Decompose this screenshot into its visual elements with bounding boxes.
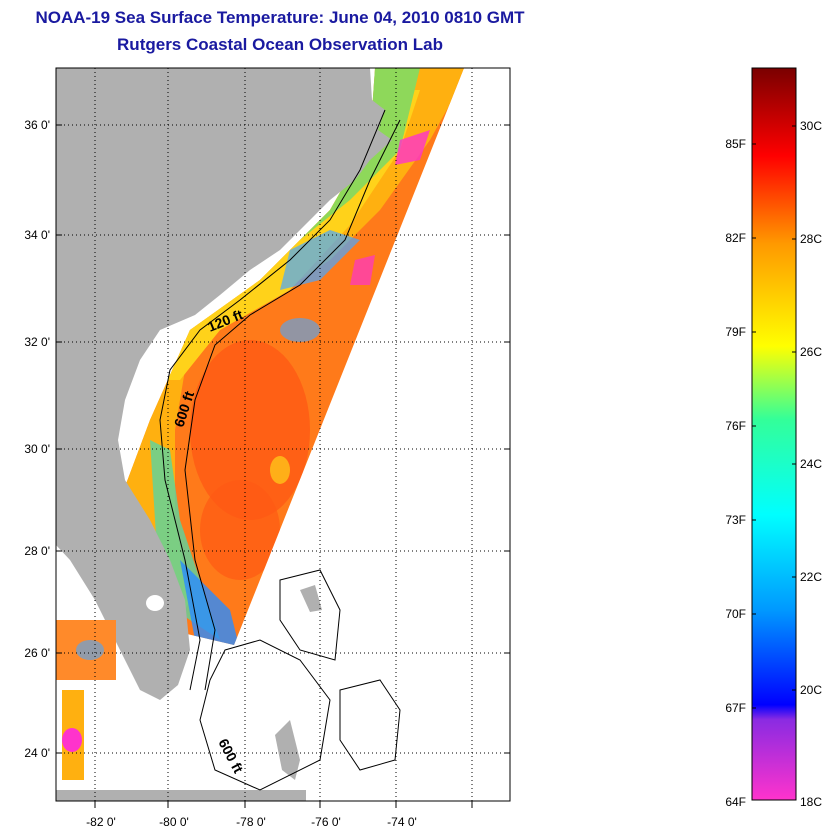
map-area	[56, 68, 510, 801]
land-cuba	[56, 790, 306, 801]
colorbar-f-79: 79F	[725, 325, 746, 339]
lat-label-30: 30 0'	[24, 442, 50, 456]
lat-label-24: 24 0'	[24, 746, 50, 760]
lon-label-80: -80 0'	[159, 815, 189, 829]
map-subtitle: Rutgers Coastal Ocean Observation Lab	[117, 35, 443, 54]
land-bahamas-2	[300, 585, 322, 612]
colorbar-gradient	[751, 67, 797, 801]
colorbar-c-20: 20C	[800, 683, 822, 697]
lon-label-78: -78 0'	[236, 815, 266, 829]
colorbar-c-30: 30C	[800, 119, 822, 133]
lat-label-28: 28 0'	[24, 544, 50, 558]
colorbar-f-64: 64F	[725, 795, 746, 809]
lon-label-74: -74 0'	[387, 815, 417, 829]
gulf-sst	[56, 620, 116, 780]
land-bahamas	[275, 720, 300, 780]
colorbar-f-70: 70F	[725, 607, 746, 621]
map-frame	[55, 67, 511, 802]
colorbar-c-28: 28C	[800, 232, 822, 246]
lat-label-32: 32 0'	[24, 335, 50, 349]
colorbar-f-82: 82F	[725, 231, 746, 245]
colorbar-c-24: 24C	[800, 457, 822, 471]
lat-label-36: 36 0'	[24, 118, 50, 132]
isobaths	[159, 109, 401, 791]
lat-label-26: 26 0'	[24, 646, 50, 660]
map-ticks	[56, 124, 510, 808]
map-title: NOAA-19 Sea Surface Temperature: June 04…	[35, 8, 525, 27]
colorbar-f-73: 73F	[725, 513, 746, 527]
land-mainland	[56, 68, 392, 700]
colorbar-f-85: 85F	[725, 137, 746, 151]
colorbar-f-67: 67F	[725, 701, 746, 715]
lon-label-76: -76 0'	[311, 815, 341, 829]
colorbar: 85F 82F 79F 76F 73F 70F 67F 64F 30C 28C …	[725, 67, 822, 809]
colorbar-f-76: 76F	[725, 419, 746, 433]
lon-label-82: -82 0'	[86, 815, 116, 829]
colorbar-c-18: 18C	[800, 795, 822, 809]
lat-label-34: 34 0'	[24, 228, 50, 242]
colorbar-c-22: 22C	[800, 570, 822, 584]
lake-okeechobee	[146, 595, 164, 611]
colorbar-c-26: 26C	[800, 345, 822, 359]
